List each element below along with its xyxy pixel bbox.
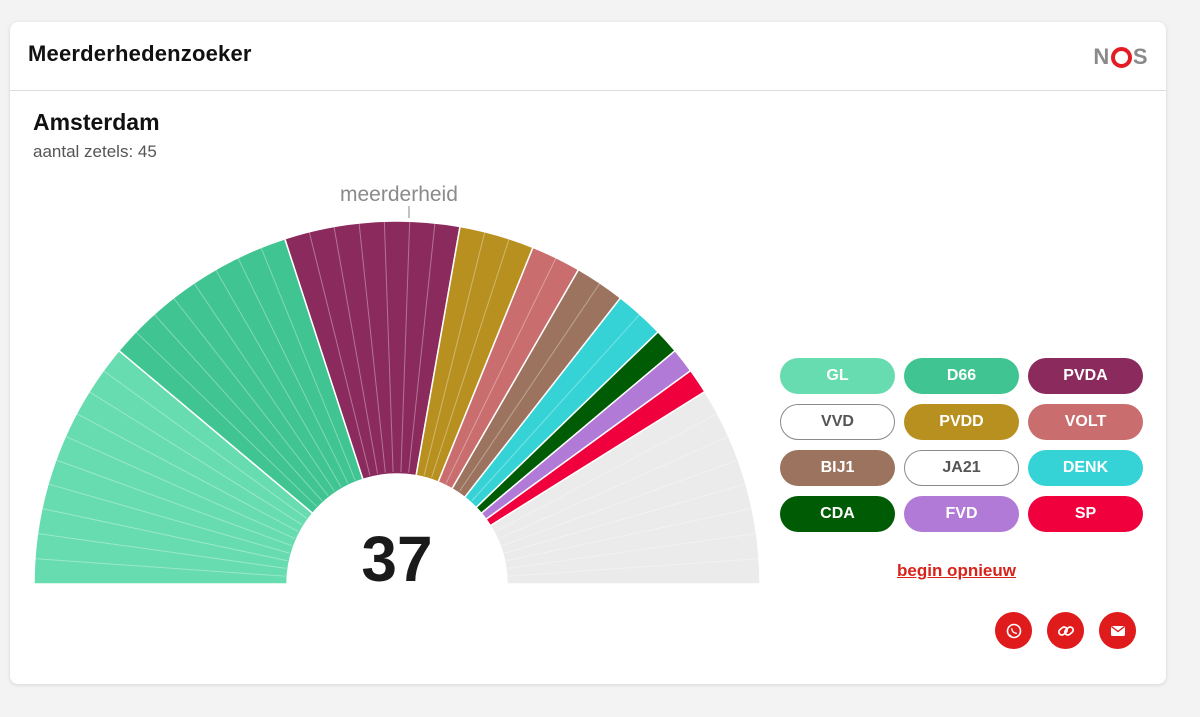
seat-divider [193, 282, 335, 492]
seat-divider [237, 257, 349, 484]
seat-divider [65, 435, 295, 539]
seat-divider [153, 313, 323, 502]
seat-divider [499, 435, 729, 539]
seat-divider [504, 483, 747, 554]
party-toggle-pvda[interactable]: PVDA [1028, 358, 1143, 394]
party-toggle-volt[interactable]: VOLT [1028, 404, 1143, 440]
nos-logo-o [1110, 46, 1132, 68]
seat-divider [260, 247, 356, 481]
seat-divider [383, 221, 394, 473]
seat-divider [135, 331, 317, 507]
seat-divider [400, 221, 411, 473]
party-toggle-fvd[interactable]: FVD [904, 496, 1019, 532]
seat-divider [41, 508, 288, 562]
restart-link[interactable]: begin opnieuw [897, 561, 1016, 580]
nos-logo-s: S [1132, 44, 1148, 69]
seat-divider [37, 532, 287, 569]
seat-segment-unselected [489, 390, 761, 585]
party-toggle-cda[interactable]: CDA [780, 496, 895, 532]
party-toggle-grid: GL D66 PVDA VVD PVDD VOLT BIJ1 JA21 DENK CDA FVD SP [780, 358, 1143, 532]
seat-divider [76, 413, 299, 532]
app-title: Meerderhedenzoeker [28, 41, 252, 66]
share-buttons [995, 612, 1136, 649]
seat-divider [333, 226, 379, 474]
seat-segment-gl [33, 349, 314, 585]
seat-chart [33, 206, 761, 585]
party-toggle-vvd[interactable]: VVD [780, 404, 895, 440]
link-icon [1057, 625, 1074, 636]
seat-segment-d66 [117, 237, 364, 515]
seat-divider [506, 508, 753, 562]
seat-divider [34, 558, 286, 577]
seat-divider [502, 459, 739, 547]
party-toggle-pvdd[interactable]: PVDD [904, 404, 1019, 440]
seat-divider [459, 282, 601, 492]
seat-divider [508, 558, 760, 577]
seat-divider [215, 269, 342, 488]
party-toggle-d66[interactable]: D66 [904, 358, 1019, 394]
seat-divider [423, 231, 486, 476]
party-toggle-sp[interactable]: SP [1028, 496, 1143, 532]
party-toggle-gl[interactable]: GL [780, 358, 895, 394]
seat-divider [88, 391, 303, 526]
seat-divider [445, 257, 557, 484]
seat-divider [495, 413, 718, 532]
selected-seat-total: 37 [361, 523, 433, 595]
seat-divider [358, 222, 386, 473]
email-share-button[interactable] [1099, 612, 1136, 649]
municipality-name: Amsterdam [33, 109, 160, 135]
seat-divider [507, 532, 757, 569]
email-icon [1110, 625, 1125, 636]
seat-divider [471, 313, 641, 502]
party-toggle-bij1[interactable]: BIJ1 [780, 450, 895, 486]
majority-label: meerderheid [340, 183, 458, 206]
seat-divider [308, 231, 371, 476]
seat-divider [431, 238, 510, 478]
seat-divider [173, 297, 329, 497]
party-toggle-ja21[interactable]: JA21 [904, 450, 1019, 486]
seat-segment-pvda [283, 220, 461, 481]
whatsapp-share-button[interactable] [995, 612, 1032, 649]
whatsapp-icon [1006, 623, 1021, 638]
nos-logo-n: N [1093, 44, 1110, 69]
seat-divider [103, 370, 307, 519]
seat-divider [47, 483, 290, 554]
link-share-button[interactable] [1047, 612, 1084, 649]
seats-count-label: aantal zetels: 45 [33, 142, 157, 161]
party-toggle-denk[interactable]: DENK [1028, 450, 1143, 486]
seat-divider [408, 222, 436, 473]
seat-divider [55, 459, 292, 547]
